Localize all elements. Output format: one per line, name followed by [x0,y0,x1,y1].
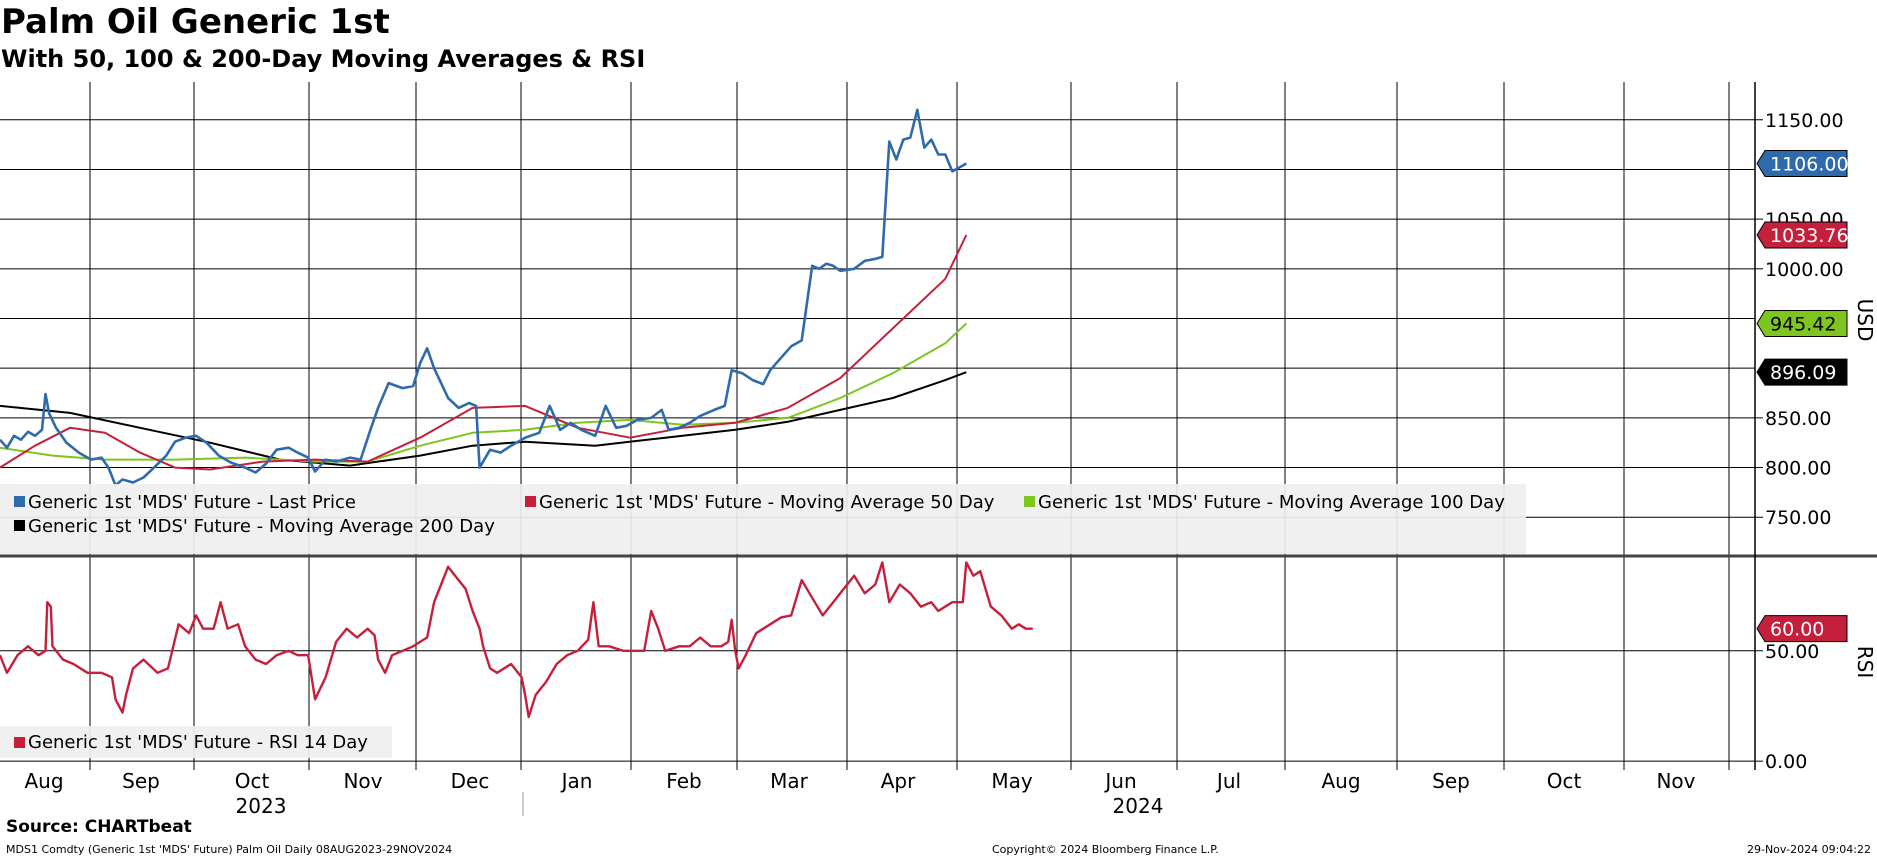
chart-title: Palm Oil Generic 1st [1,2,390,42]
legend-swatch [1024,496,1035,507]
y-tick-label: 800.00 [1765,458,1831,480]
last-value-tag-bg [1756,358,1848,386]
ma200-tag: 896.09 [1756,358,1848,386]
series-line [0,234,968,471]
y-axis-label-rsi: RSI [1853,646,1877,679]
x-tick-label: Jun [1103,769,1136,793]
copyright: Copyright© 2024 Bloomberg Finance L.P. [992,843,1219,856]
grid-layer [0,82,1877,770]
y-axis-label-usd: USD [1853,299,1877,342]
last-value-tag-text: 1033.76 [1770,225,1849,247]
legend-swatch [14,520,25,531]
ma50-tag: 1033.76 [1756,221,1849,249]
legend-layer: Generic 1st 'MDS' Future - Last Price Gen… [0,484,1526,758]
y-tick-label: 0.00 [1765,751,1807,773]
last-value-tag-text: 60.00 [1770,619,1824,641]
timestamp: 29-Nov-2024 09:04:22 [1746,843,1871,856]
legend-label: Generic 1st 'MDS' Future - Moving Averag… [28,516,495,537]
last-value-tag-text: 945.42 [1770,313,1836,335]
axis-layer: 1150.001050.001000.00850.00800.00750.005… [24,82,1877,818]
last-value-tag-text: 1106.00 [1770,153,1849,175]
chart-subtitle: With 50, 100 & 200-Day Moving Averages &… [1,45,646,73]
x-tick-label: Jul [1215,769,1241,793]
y-tick-label: 850.00 [1765,408,1831,430]
x-year-label: 2023 [236,794,287,818]
y-tick-label: 1150.00 [1765,110,1844,132]
series-line [0,322,967,463]
x-tick-label: Oct [1547,769,1582,793]
ticker-info: MDS1 Comdty (Generic 1st 'MDS' Future) P… [6,843,453,856]
series-line [0,371,967,467]
last-value-tag-bg [1756,149,1848,177]
last-value-tag-text: 896.09 [1770,362,1836,384]
legend-box [0,484,1526,554]
x-tick-label: Apr [881,769,916,793]
series-layer [0,108,1033,719]
ma100-tag: 945.42 [1756,309,1848,337]
last-value-tag-bg [1756,615,1848,643]
y-tick-label: 750.00 [1765,507,1831,529]
rsi-tag: 60.00 [1756,615,1848,643]
series-line [0,561,1033,719]
last-value-tag-bg [1756,221,1848,249]
x-tick-label: Sep [122,769,160,793]
series-line [0,108,967,487]
legend-box-rsi [0,726,392,758]
x-tick-label: Mar [770,769,809,793]
legend-label: Generic 1st 'MDS' Future - Last Price [28,492,356,513]
x-tick-label: Sep [1432,769,1470,793]
y-tick-label: 1000.00 [1765,259,1844,281]
legend-label: Generic 1st 'MDS' Future - Moving Averag… [539,492,995,513]
y-tick-label: 50.00 [1765,641,1819,663]
legend-swatch [14,737,25,748]
legend-label: Generic 1st 'MDS' Future - RSI 14 Day [28,732,368,753]
last-value-tag-bg [1756,309,1848,337]
legend-swatch [14,496,25,507]
x-tick-label: Aug [1321,769,1360,793]
x-tick-label: Dec [451,769,490,793]
x-tick-label: Nov [1656,769,1695,793]
x-tick-label: Nov [343,769,382,793]
legend-label: Generic 1st 'MDS' Future - Moving Averag… [1038,492,1505,513]
x-tick-label: Feb [666,769,701,793]
x-tick-label: May [991,769,1033,793]
legend-swatch [525,496,536,507]
source-note: Source: CHARTbeat [6,817,192,837]
x-tick-label: Aug [24,769,63,793]
x-tick-label: Oct [235,769,270,793]
x-tick-label: Jan [560,769,593,793]
x-year-label: 2024 [1113,794,1164,818]
last-price-tag: 1106.00 [1756,149,1849,177]
